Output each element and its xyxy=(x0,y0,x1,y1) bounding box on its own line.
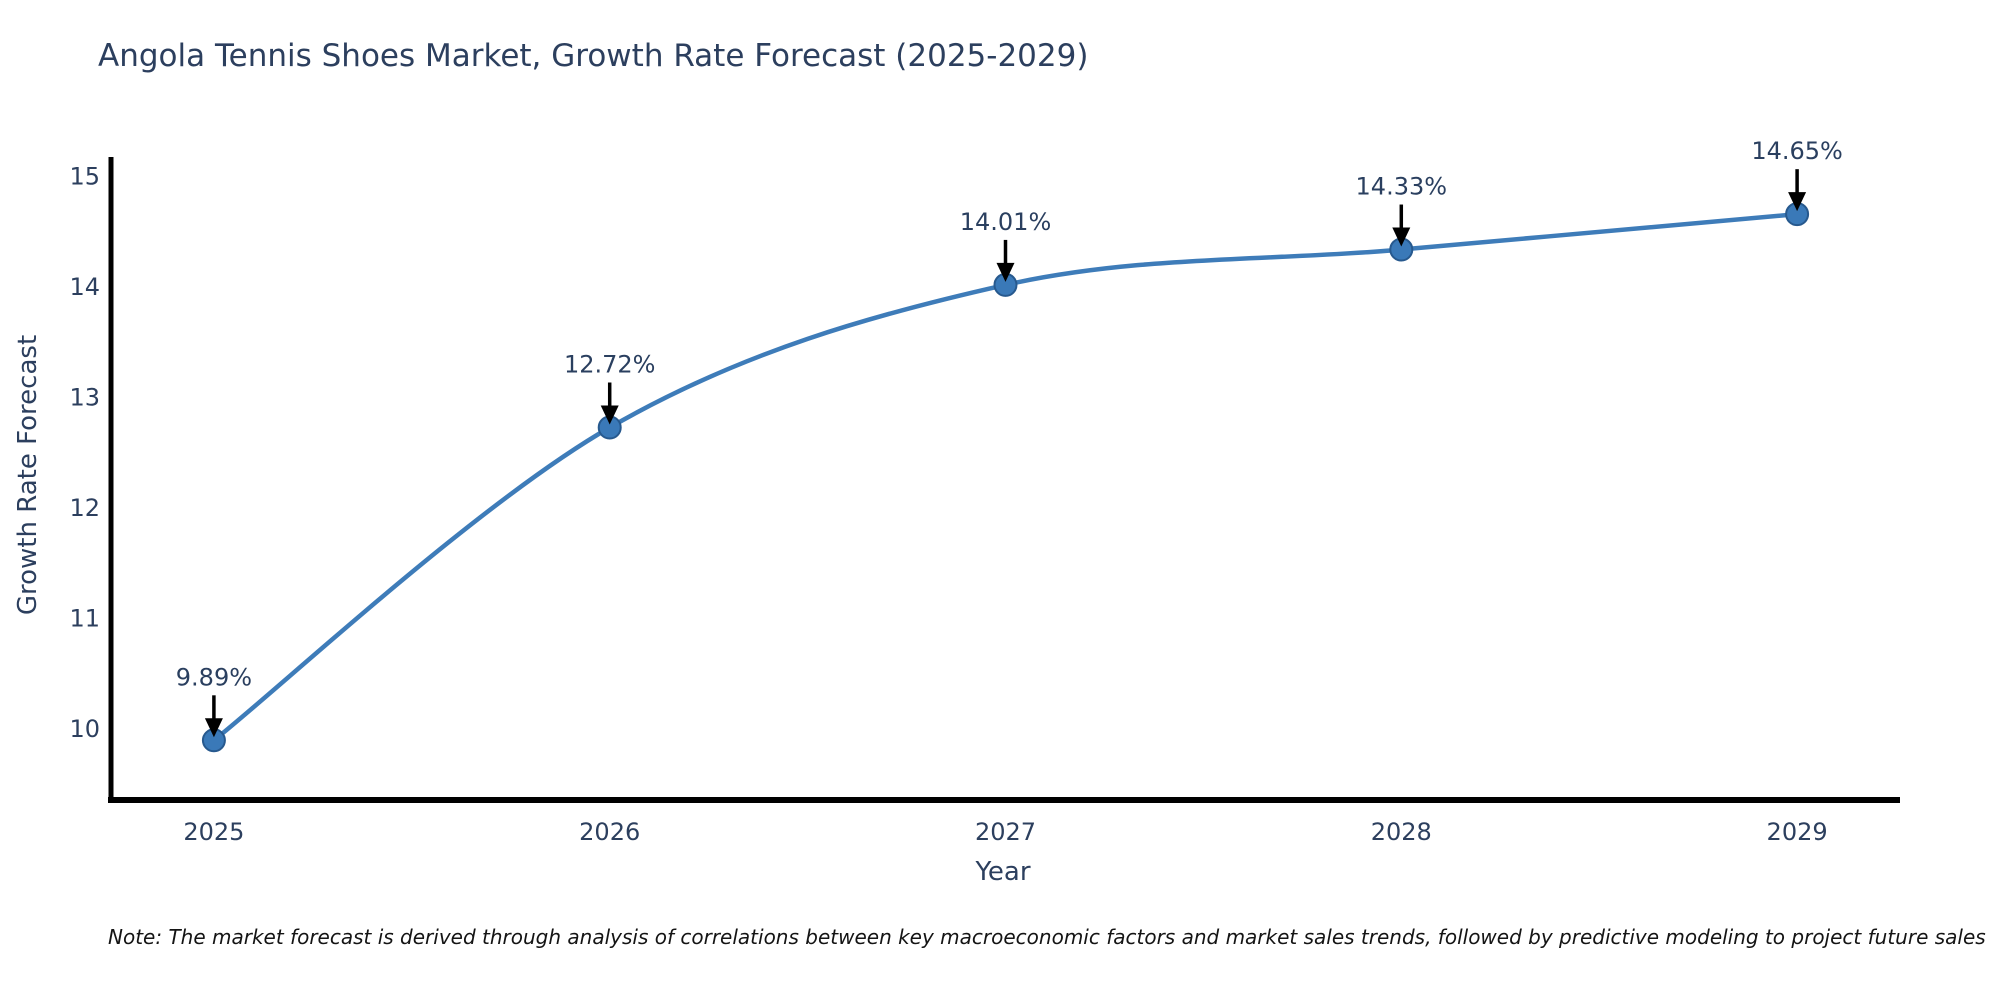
annotation-arrowhead-icon xyxy=(600,405,619,425)
point-annotation-label: 14.33% xyxy=(1356,173,1448,201)
y-tick-label: 11 xyxy=(69,605,100,633)
y-tick-label: 14 xyxy=(69,273,100,301)
x-tick-label: 2025 xyxy=(183,818,244,846)
y-tick-label: 15 xyxy=(69,162,100,190)
y-tick-label: 13 xyxy=(69,384,100,412)
point-annotation-label: 9.89% xyxy=(176,663,252,691)
point-annotation-label: 14.01% xyxy=(960,208,1052,236)
footnote: Note: The market forecast is derived thr… xyxy=(108,925,1986,949)
y-tick-label: 10 xyxy=(69,715,100,743)
chart-title: Angola Tennis Shoes Market, Growth Rate … xyxy=(98,38,1089,74)
trend-line xyxy=(211,211,1800,743)
point-annotation-label: 14.65% xyxy=(1751,137,1843,165)
annotation-arrowhead-icon xyxy=(1788,192,1807,212)
annotation-arrowhead-icon xyxy=(1392,227,1411,247)
point-annotation-label: 12.72% xyxy=(564,350,656,378)
annotation-arrowhead-icon xyxy=(204,718,223,738)
x-tick-label: 2029 xyxy=(1767,818,1828,846)
annotation-arrowhead-icon xyxy=(996,262,1015,282)
x-tick-label: 2027 xyxy=(975,818,1036,846)
x-tick-label: 2026 xyxy=(579,818,640,846)
x-axis-title: Year xyxy=(975,857,1031,887)
x-tick-label: 2028 xyxy=(1371,818,1432,846)
y-tick-label: 12 xyxy=(69,494,100,522)
